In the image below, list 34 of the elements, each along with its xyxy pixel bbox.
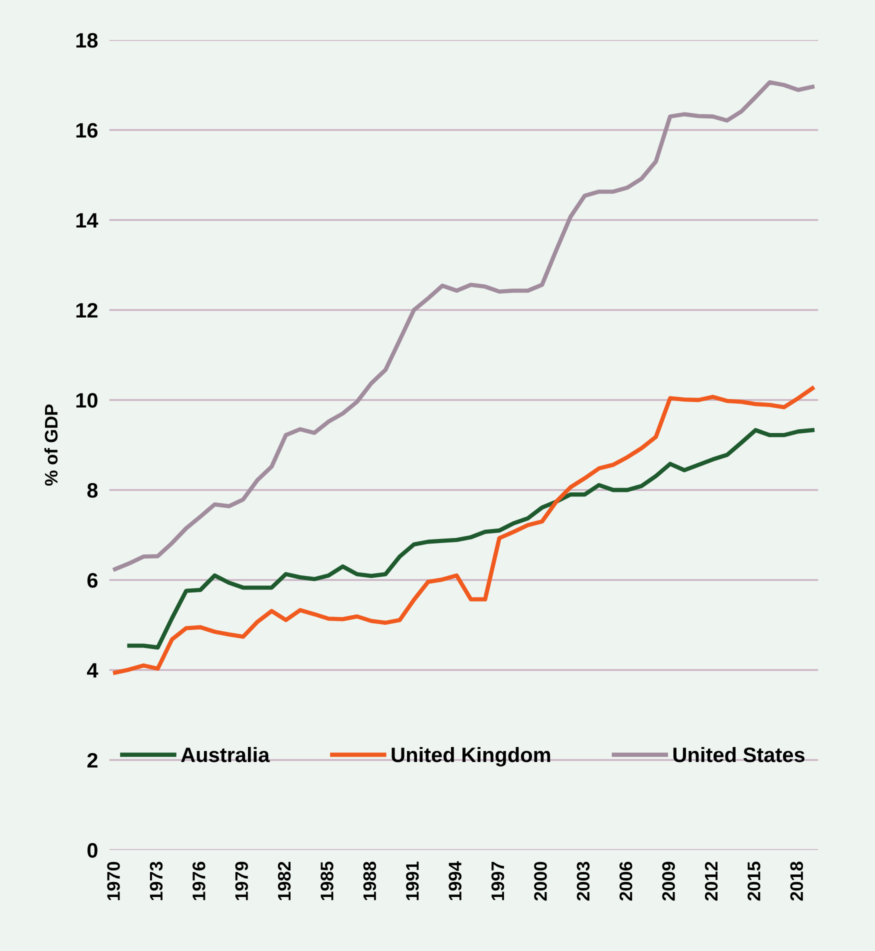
line-series <box>127 428 815 650</box>
x-tick-label: 2015 <box>748 862 760 901</box>
x-tick-label: 1988 <box>363 862 376 900</box>
x-tick-label: 1970 <box>107 862 120 900</box>
x-tick-label: 1985 <box>320 862 334 900</box>
x-tick-label: 1991 <box>406 862 419 900</box>
x-tick-label: 1994 <box>448 861 462 900</box>
y-axis-title: % of GDP <box>44 404 58 486</box>
y-tick-label: 2 <box>87 753 98 768</box>
x-tick-label: 1973 <box>150 862 163 900</box>
y-tick-label: 12 <box>76 303 98 318</box>
y-tick-label: 6 <box>87 573 98 588</box>
line-series <box>112 80 815 572</box>
y-tick-label: 18 <box>76 33 98 48</box>
x-tick-label: 2006 <box>619 862 632 901</box>
legend-label: United Kingdom <box>392 746 550 766</box>
line-series <box>112 386 815 675</box>
x-tick-label: 1976 <box>192 862 206 900</box>
x-tick-label: 1982 <box>278 862 291 900</box>
y-tick-label: 14 <box>76 213 98 228</box>
y-tick-label: 0 <box>88 843 98 858</box>
y-tick-label: 4 <box>86 663 98 678</box>
x-tick-label: 2012 <box>704 862 718 901</box>
x-tick-label: 2000 <box>534 862 547 901</box>
legend-label: United States <box>673 746 804 762</box>
x-tick-label: 2018 <box>790 862 804 901</box>
x-tick-label: 2009 <box>662 862 675 901</box>
y-tick-label: 8 <box>87 483 98 498</box>
x-tick-label: 1997 <box>491 862 504 900</box>
y-tick-label: 16 <box>76 123 98 138</box>
legend-label: Australia <box>181 746 270 762</box>
y-tick-label: 10 <box>76 393 98 408</box>
x-tick-label: 1979 <box>235 862 248 900</box>
x-tick-label: 2003 <box>576 862 590 901</box>
